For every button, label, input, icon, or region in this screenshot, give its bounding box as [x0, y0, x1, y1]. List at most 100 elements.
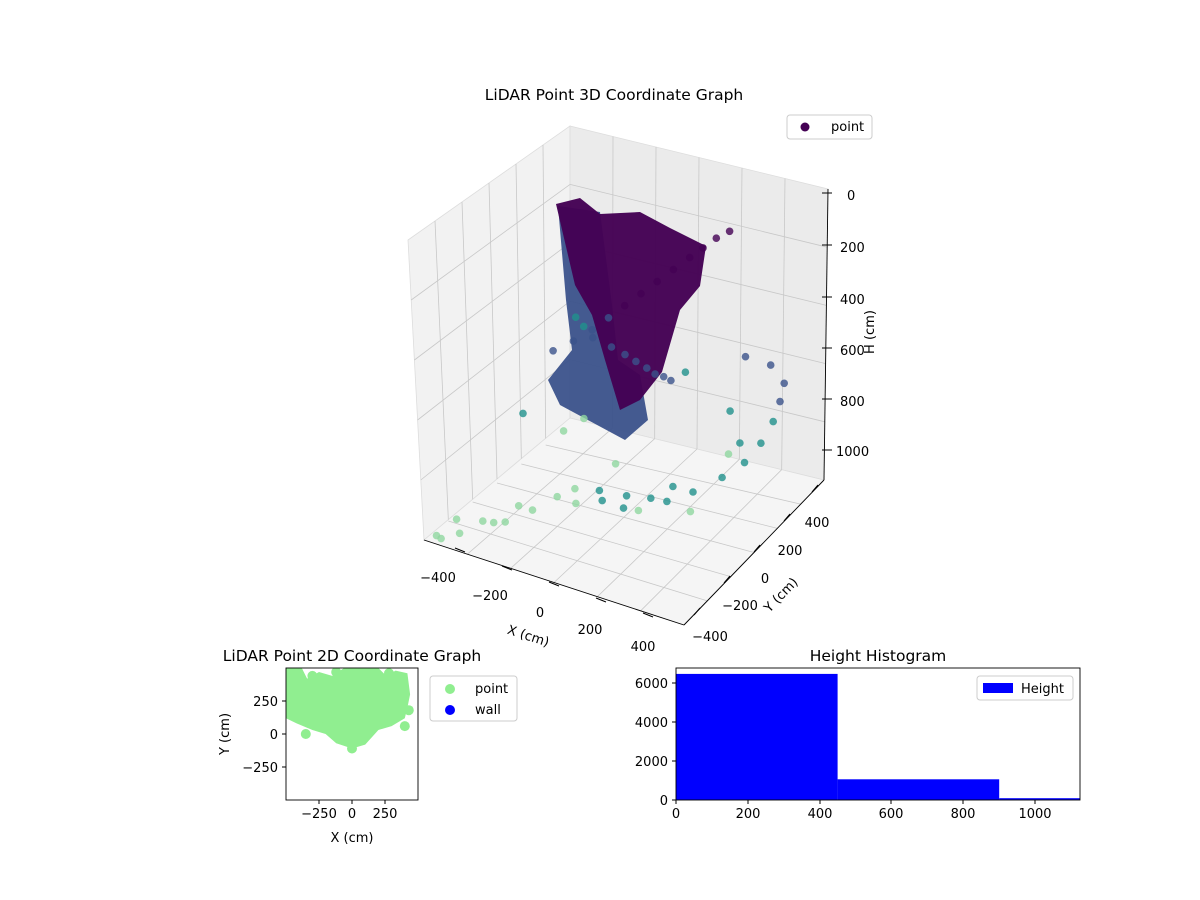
data-point — [572, 499, 580, 508]
legend-swatch — [983, 683, 1013, 693]
data-point — [637, 289, 645, 298]
x-tick-label: 200 — [578, 623, 603, 638]
height-histogram: Height Histogram 0 200 400 600 800 1000 … — [635, 647, 1081, 822]
data-point — [741, 352, 750, 361]
x-tick-label: 800 — [951, 807, 976, 822]
y-tick-label: 250 — [253, 695, 278, 710]
data-point — [347, 743, 357, 754]
data-point — [403, 705, 414, 716]
histogram-bar — [999, 798, 1080, 800]
data-point — [307, 670, 318, 681]
data-point — [588, 326, 596, 334]
data-point — [653, 277, 661, 286]
x-tick-label: 1000 — [1018, 807, 1051, 822]
x-axis-label: X (cm) — [331, 831, 374, 846]
histogram-bar — [837, 779, 1000, 800]
x-tick-label: −200 — [472, 589, 508, 604]
data-point — [659, 372, 668, 381]
data-point — [331, 668, 342, 677]
legend-label-wall: wall — [475, 703, 501, 718]
data-point — [589, 333, 597, 342]
data-point — [604, 314, 613, 322]
x-axis-label: X (cm) — [505, 623, 551, 651]
y-tick-label: 0 — [270, 728, 278, 743]
x-tick-label: 0 — [348, 807, 356, 822]
legend-marker — [800, 122, 810, 132]
x-tick-label: 0 — [672, 807, 680, 822]
y-ticks-2d: 250 0 −250 Y (cm) — [218, 695, 286, 776]
data-point — [740, 458, 749, 467]
z-axis-ticks: 0 200 400 600 800 1000 H (cm) — [822, 189, 878, 460]
point-region — [286, 668, 411, 749]
data-point — [399, 721, 410, 732]
y-tick-label: −200 — [722, 599, 758, 614]
data-point — [681, 368, 690, 377]
y-tick-label: 200 — [778, 544, 803, 559]
legend-marker-point — [445, 684, 455, 694]
y-tick-label: 6000 — [635, 677, 668, 692]
data-point — [286, 707, 295, 718]
data-point — [569, 337, 578, 345]
data-point — [620, 301, 629, 310]
data-point — [437, 534, 445, 543]
legend-marker-wall — [445, 705, 455, 715]
data-point — [580, 414, 588, 423]
x-tick-label: 200 — [736, 807, 761, 822]
y-tick-label: 0 — [660, 794, 668, 809]
data-point — [667, 376, 675, 385]
legend-hist: Height — [976, 675, 1074, 701]
z-tick-label: 600 — [840, 344, 865, 359]
data-point — [571, 484, 579, 493]
data-point — [689, 488, 697, 496]
data-point — [607, 343, 616, 351]
chart-3d: LiDAR Point 3D Coordinate Graph −400 −20… — [407, 86, 878, 655]
y-tick-label: 4000 — [635, 716, 668, 731]
data-point — [622, 492, 631, 500]
data-point — [452, 515, 461, 523]
chart-3d-title: LiDAR Point 3D Coordinate Graph — [485, 86, 743, 104]
data-point — [643, 364, 651, 372]
y-tick-label: 2000 — [635, 755, 668, 770]
z-tick-label: 1000 — [836, 445, 869, 460]
y-axis-label: Y (cm) — [218, 713, 233, 756]
data-point — [718, 473, 726, 482]
data-point — [685, 253, 694, 262]
y-tick-label: −400 — [692, 630, 728, 645]
legend-label: point — [831, 120, 864, 135]
x-tick-label: 400 — [631, 640, 656, 655]
data-point — [686, 507, 695, 516]
z-tick-label: 200 — [840, 241, 865, 256]
legend-label: Height — [1021, 682, 1064, 697]
data-point — [647, 494, 655, 503]
data-point — [528, 506, 537, 514]
data-point — [501, 518, 510, 526]
data-point — [290, 673, 301, 684]
legend-3d: point — [786, 114, 873, 140]
y-tick-label: 400 — [805, 516, 830, 531]
hist-y-ticks: 0 2000 4000 6000 — [635, 677, 676, 809]
data-point — [384, 668, 394, 679]
x-tick-label: −400 — [420, 571, 456, 586]
histogram-frame — [675, 667, 1081, 801]
data-point — [725, 227, 734, 236]
data-point — [619, 504, 628, 512]
plot-2d — [286, 668, 414, 754]
data-point — [769, 417, 777, 426]
point-cloud-upper — [556, 198, 706, 410]
data-point — [699, 244, 707, 252]
grid-3d — [410, 136, 828, 612]
x-tick-label: −250 — [301, 807, 337, 822]
data-point — [780, 379, 788, 388]
data-point — [519, 409, 527, 418]
data-point — [663, 497, 671, 506]
y-axis-line — [683, 479, 825, 626]
z-axis-line — [823, 188, 829, 481]
data-point — [595, 486, 604, 495]
data-point — [455, 529, 464, 538]
y-tick-label: 0 — [761, 572, 769, 587]
data-point — [724, 450, 733, 458]
z-tick-label: 0 — [847, 189, 855, 204]
data-point — [726, 407, 734, 415]
x-ticks-2d: −250 0 250 X (cm) — [301, 800, 397, 846]
z-axis-label: H (cm) — [863, 310, 878, 354]
